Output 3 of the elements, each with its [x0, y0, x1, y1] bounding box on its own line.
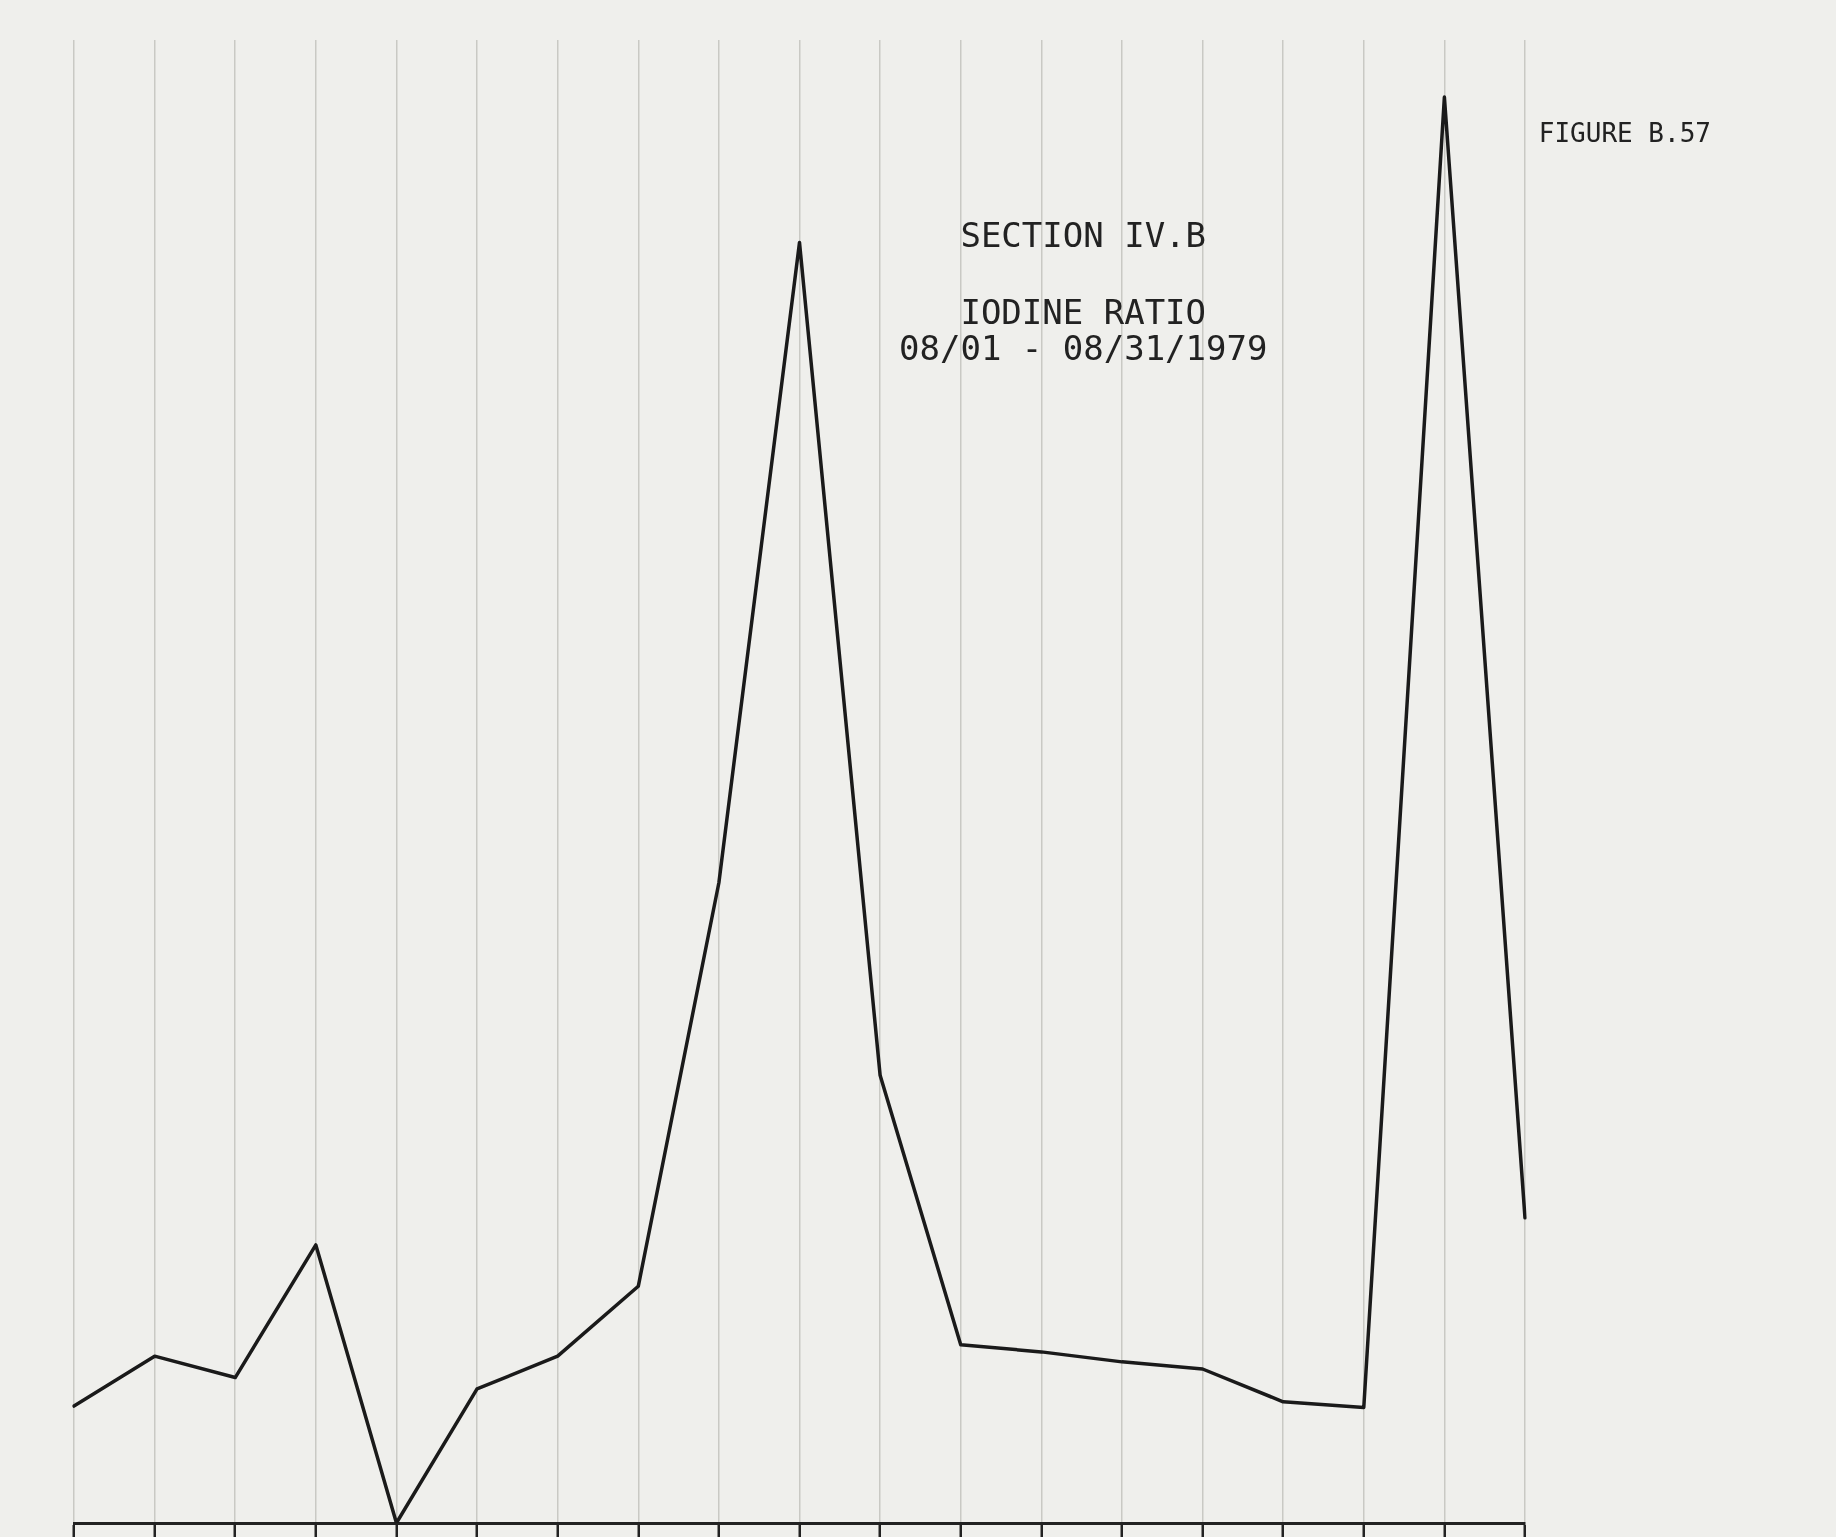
text: IODINE RATIO 08/01 - 08/31/1979 [899, 291, 1268, 368]
text: FIGURE B.57 [1538, 118, 1711, 149]
text: SECTION IV.B [960, 215, 1207, 256]
